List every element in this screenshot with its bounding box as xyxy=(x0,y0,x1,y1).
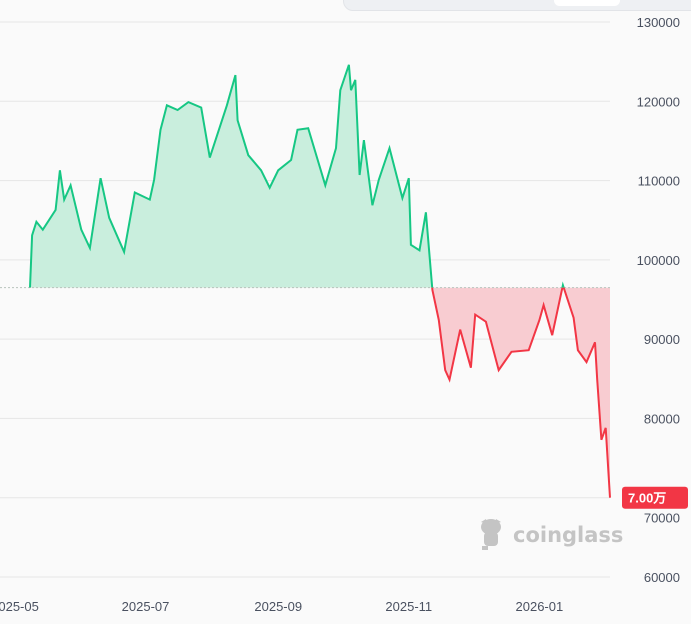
y-tick-label: 70000 xyxy=(644,511,680,526)
y-tick-label: 100000 xyxy=(637,253,680,268)
y-tick-label: 110000 xyxy=(638,174,680,189)
coinglass-logo-icon xyxy=(481,519,501,550)
last-price-badge: 7.00万 xyxy=(622,486,688,509)
x-tick-label: 2025-05 xyxy=(0,599,39,614)
x-tick-label: 2025-07 xyxy=(122,599,170,614)
price-line-above xyxy=(29,64,565,288)
watermark: coinglass xyxy=(481,519,623,550)
x-tick-label: 2025-09 xyxy=(254,599,302,614)
y-tick-label: 130000 xyxy=(637,15,680,30)
area-fill-below xyxy=(432,287,610,498)
y-tick-label: 60000 xyxy=(644,570,680,585)
watermark-text: coinglass xyxy=(513,523,623,547)
x-tick-label: 2025-11 xyxy=(385,599,432,614)
price-line-below xyxy=(30,287,611,498)
toolbar-selected-tab[interactable] xyxy=(554,0,620,6)
last-price-label: 7.00万 xyxy=(628,491,666,506)
area-fill-above xyxy=(30,64,610,288)
y-tick-label: 120000 xyxy=(637,94,680,109)
y-tick-label: 90000 xyxy=(644,332,680,347)
y-tick-label: 80000 xyxy=(644,411,680,426)
top-toolbar xyxy=(343,0,691,11)
x-tick-label: 2026-01 xyxy=(516,599,564,614)
